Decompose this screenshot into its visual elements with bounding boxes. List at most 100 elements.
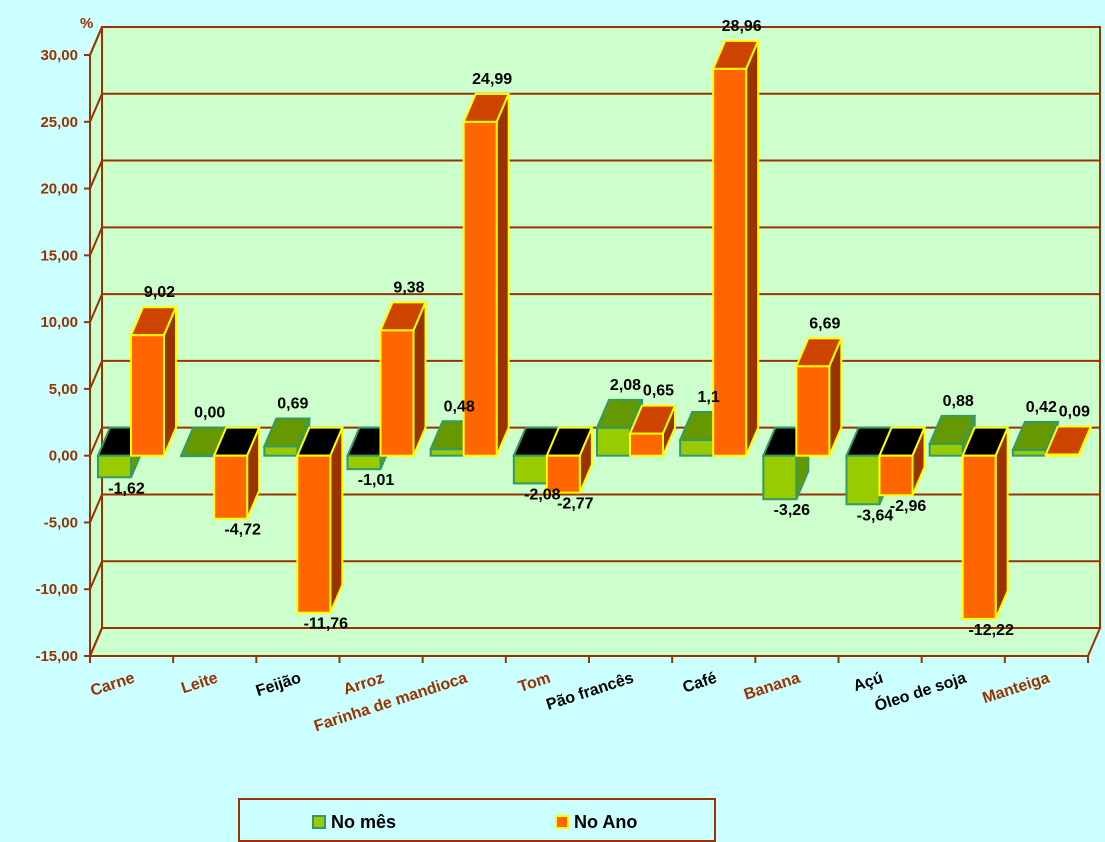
bar-no-ano-side [329,427,344,614]
bar-no-mes-front [429,448,465,457]
bar-no-ano [129,306,178,457]
bar-no-ano-front [545,454,581,494]
bar-no-ano-side [163,306,177,457]
bar-no-ano-front [379,329,415,457]
data-label-no-mes: 1,1 [698,389,720,406]
bar-no-ano-front [712,67,748,457]
y-tick-label: 15,00 [40,247,78,264]
bar-no-mes-front [1011,449,1047,457]
x-category-label: Manteiga [980,670,1051,708]
x-category-label: Feijão [254,670,303,701]
bar-no-mes-front [346,454,382,471]
x-category-label: Leite [179,670,220,698]
data-label-no-ano: 6,69 [809,315,840,332]
bar-no-ano-front [878,454,914,497]
data-label-no-mes: 0,48 [444,398,475,415]
data-label-no-mes: 2,08 [610,377,641,394]
bar-no-mes-front [596,426,631,457]
gridline-side [89,26,103,56]
bar-no-mes-front [928,442,964,457]
legend-item-no-ano: No Ano [555,811,637,833]
data-label-no-ano: 24,99 [472,71,512,88]
bar-no-mes-front [263,445,299,457]
x-category-label: Açú [851,670,885,696]
bar-no-ano [877,426,927,497]
bar-no-ano [961,426,1010,620]
data-label-no-ano: -2,96 [890,498,927,515]
bar-no-mes [928,414,977,457]
y-tick-label: 25,00 [40,114,78,131]
data-label-no-mes: 0,69 [277,395,308,412]
data-label-no-ano: 0,65 [643,383,674,400]
y-tick-labels: -15,00 -10,00 -5,00 0,00 5,00 10,00 15,00 20,00… [35,47,78,665]
gridline-side [89,560,103,590]
data-label-no-ano: -4,72 [224,522,261,539]
bar-no-ano-front [130,334,165,457]
gridline-side [89,494,103,523]
bar-no-ano [545,426,594,494]
bar-no-ano-front [213,454,249,520]
data-label-no-ano: 0,09 [1059,403,1090,420]
gridlines [89,26,1100,657]
x-category-label: Tom [516,670,552,696]
y-tick-label: 5,00 [49,381,78,398]
data-labels: -1,62 9,02 0,00 -4,72 0,69 -11,76 -1,01 9,38 0,4… [108,18,1090,639]
plot-side-wall [89,26,103,657]
data-label-no-ano: 28,96 [722,18,762,35]
bar-no-mes-front [679,439,715,457]
bar-no-ano [295,426,344,614]
data-label-no-mes: -1,01 [358,472,395,489]
axes [84,54,1089,663]
bar-no-ano-front [961,454,997,620]
legend: No mês No Ano [238,798,716,842]
gridline-side [89,293,103,323]
data-label-no-mes: 0,00 [194,405,225,422]
legend-item-no-mes: No mês [312,811,396,833]
bar-no-ano [628,404,677,457]
bar-no-mes-front [845,454,881,506]
x-category-label: Café [681,670,719,697]
gridline-side [89,160,103,189]
bar-no-ano [212,426,261,520]
legend-swatch-no-ano [555,815,569,829]
data-label-no-ano: 9,38 [393,279,424,296]
bar-no-ano-side [495,93,510,457]
legend-swatch-no-mes [312,815,326,829]
bar-no-mes-front [180,454,216,458]
bar-no-ano-front [296,454,332,614]
gridline-side [89,93,103,123]
x-category-label: Arroz [341,670,386,699]
data-label-no-ano: -12,22 [968,622,1013,639]
bar-no-ano-side [745,40,760,457]
x-category-label: Farinha de mandioca [312,670,470,736]
legend-label-no-ano: No Ano [574,811,638,832]
gridline-side [89,427,103,457]
bar-no-mes-front [512,454,548,485]
data-label-no-mes: -3,26 [774,502,811,519]
bar-no-ano-side [994,427,1009,620]
x-category-label: Pão francês [544,670,636,714]
x-category-label: Óleo de soja [872,668,968,716]
bar-no-ano [1044,425,1093,457]
data-label-no-mes: -2,08 [524,486,561,503]
bars [96,39,1093,620]
data-label-no-ano: 9,02 [144,284,175,301]
x-category-label: Carne [88,670,136,700]
data-label-no-ano: -11,76 [304,616,349,633]
bar-no-ano-front [629,432,664,457]
y-unit-label: % [80,15,93,32]
x-category-label: Banana [742,670,802,704]
bar-no-ano-front [795,365,831,457]
bar-no-mes [595,398,644,457]
data-label-no-mes: 0,42 [1026,399,1057,416]
y-tick-label: 0,00 [49,448,78,465]
y-tick-label: 20,00 [40,181,78,198]
bar-no-ano-side [412,301,427,457]
plot-floor [88,627,1102,657]
gridline-side [89,627,103,657]
data-label-no-mes: 0,88 [943,393,974,410]
bar-no-ano [378,301,428,457]
bar-no-mes-front [97,454,132,479]
